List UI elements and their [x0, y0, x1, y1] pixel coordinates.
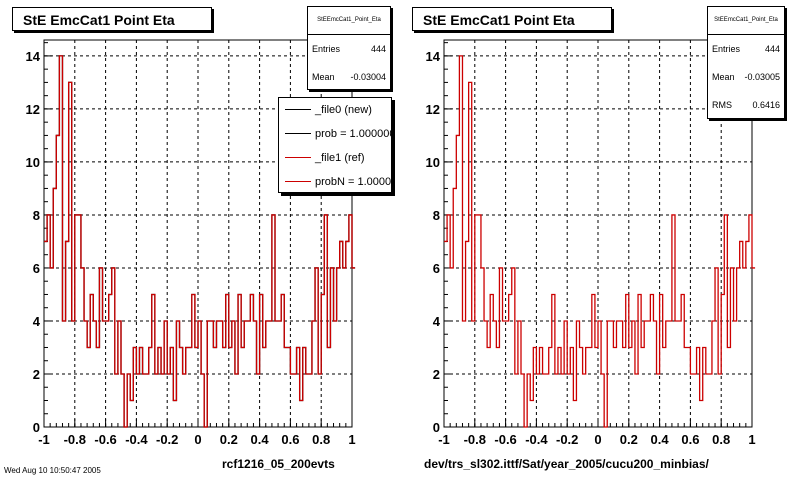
- x-tick-label: 0.6: [681, 432, 699, 447]
- mean-value: -0.03005: [744, 72, 780, 82]
- legend-entry-ref: _file1 (ref): [279, 146, 391, 170]
- x-tick-label: 1: [748, 432, 755, 447]
- x-tick-label: -1: [38, 432, 50, 447]
- x-tick-label: 0.2: [220, 432, 238, 447]
- y-tick-label: 14: [26, 49, 41, 64]
- y-tick-label: 10: [26, 155, 40, 170]
- legend-swatch-ref: [285, 157, 311, 158]
- stats-box-name: StEEmcCat1_Point_Eta: [708, 7, 784, 35]
- y-tick-label: 4: [33, 314, 41, 329]
- x-tick-label: 0: [194, 432, 201, 447]
- histogram-series-ref: [444, 55, 756, 428]
- legend-box: _file0 (new) prob = 1.000000 _file1 (ref…: [278, 97, 392, 193]
- y-tick-label: 6: [33, 261, 40, 276]
- rms-label: RMS: [712, 100, 732, 110]
- timestamp-footer: Wed Aug 10 10:50:47 2005: [4, 466, 101, 475]
- x-tick-label: -0.4: [525, 432, 548, 447]
- y-tick-label: 0: [433, 420, 440, 435]
- legend-swatch-probn: [285, 181, 311, 182]
- legend-label-new: _file0 (new): [315, 104, 372, 116]
- y-tick-label: 8: [33, 208, 40, 223]
- mean-label: Mean: [712, 72, 735, 82]
- legend-swatch-new: [285, 109, 311, 110]
- y-tick-label: 4: [433, 314, 441, 329]
- y-tick-label: 10: [426, 155, 440, 170]
- x-tick-label: 0.8: [712, 432, 730, 447]
- x-tick-label: -0.8: [464, 432, 486, 447]
- mean-label: Mean: [312, 72, 335, 82]
- x-tick-label: -1: [438, 432, 450, 447]
- y-tick-label: 6: [433, 261, 440, 276]
- y-tick-label: 0: [33, 420, 40, 435]
- caption-left: rcf1216_05_200evts: [222, 457, 335, 471]
- x-tick-label: -0.2: [156, 432, 178, 447]
- x-tick-label: 0.8: [312, 432, 330, 447]
- x-tick-label: 0.4: [251, 432, 270, 447]
- y-tick-label: 8: [433, 208, 440, 223]
- legend-entry-new: _file0 (new): [279, 98, 391, 122]
- x-tick-label: 0.2: [620, 432, 638, 447]
- mean-value: -0.03004: [350, 72, 386, 82]
- x-tick-label: -0.8: [64, 432, 86, 447]
- x-tick-label: -0.4: [125, 432, 148, 447]
- x-tick-label: 0.6: [281, 432, 299, 447]
- entries-value: 444: [370, 44, 386, 54]
- x-tick-label: -0.2: [556, 432, 578, 447]
- legend-swatch-prob: [285, 133, 311, 134]
- legend-entry-prob: prob = 1.000000: [279, 122, 391, 146]
- x-tick-label: 0: [594, 432, 601, 447]
- entries-label: Entries: [312, 44, 341, 54]
- y-tick-label: 12: [426, 102, 440, 117]
- y-tick-label: 2: [33, 367, 40, 382]
- histogram-series-ref: [44, 55, 356, 428]
- x-tick-label: -0.6: [494, 432, 516, 447]
- stats-box-name: StEEmcCat1_Point_Eta: [308, 7, 390, 35]
- legend-label-prob: prob = 1.000000: [315, 128, 392, 140]
- x-tick-label: 0.4: [651, 432, 670, 447]
- legend-entry-probn: probN = 1.000000: [279, 170, 392, 192]
- stats-box-right: StEEmcCat1_Point_Eta Entries 444 Mean -0.0…: [707, 6, 785, 119]
- stats-box-left: StEEmcCat1_Point_Eta Entries 444 Mean -0.0…: [307, 6, 391, 90]
- y-tick-label: 2: [433, 367, 440, 382]
- y-tick-label: 12: [26, 102, 40, 117]
- entries-label: Entries: [712, 44, 741, 54]
- legend-label-probn: probN = 1.000000: [315, 176, 392, 188]
- rms-value: 0.6416: [752, 100, 780, 110]
- histogram-title-right: StE EmcCat1 Point Eta: [412, 7, 612, 31]
- x-tick-label: -0.6: [94, 432, 116, 447]
- legend-label-ref: _file1 (ref): [315, 152, 365, 164]
- x-tick-label: 1: [348, 432, 355, 447]
- entries-value: 444: [764, 44, 780, 54]
- histogram-title-left: StE EmcCat1 Point Eta: [12, 7, 212, 31]
- caption-right: dev/trs_sl302.ittf/Sat/year_2005/cucu200…: [424, 457, 709, 471]
- y-tick-label: 14: [426, 49, 441, 64]
